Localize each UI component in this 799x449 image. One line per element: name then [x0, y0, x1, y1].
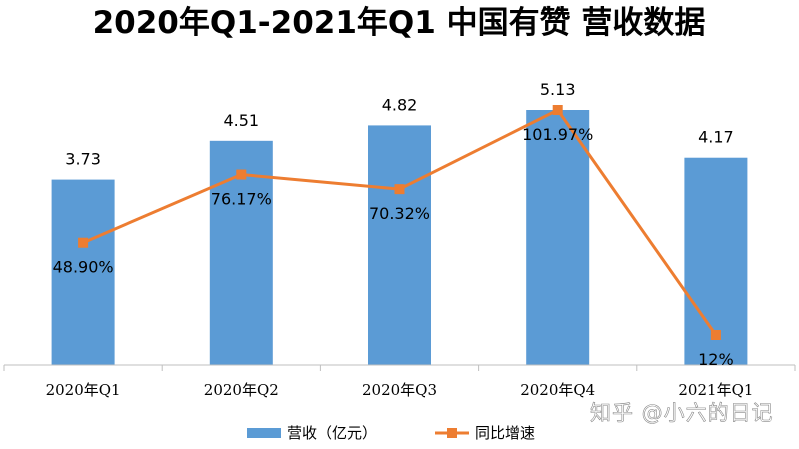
data-labels: 3.73 4.51 4.82 5.13 4.17 48.90% 76.17% 70.32% 10…: [53, 80, 734, 369]
x-tick-label: 2020年Q3: [362, 381, 437, 399]
bar-value-label: 3.73: [65, 150, 101, 169]
x-tick-label: 2020年Q4: [520, 381, 595, 399]
legend-label-revenue: 营收（亿元）: [287, 424, 377, 442]
x-tick-label: 2020年Q1: [46, 381, 121, 399]
legend: 营收（亿元） 同比增速: [247, 424, 535, 442]
growth-marker-1: [78, 237, 89, 248]
bar-4: [526, 110, 590, 365]
growth-marker-5: [710, 330, 721, 340]
x-tick-label: 2021年Q1: [678, 381, 753, 399]
growth-value-label: 48.90%: [53, 258, 114, 277]
growth-line-series: [78, 105, 721, 340]
bar-3: [368, 125, 431, 365]
legend-label-growth: 同比增速: [475, 424, 535, 442]
growth-value-label: 12%: [698, 350, 734, 369]
growth-marker-3: [394, 184, 405, 195]
watermark: 知乎 @小六的日记: [590, 401, 774, 425]
growth-value-label: 70.32%: [369, 204, 430, 223]
bar-value-label: 4.17: [698, 128, 734, 147]
bar-value-label: 4.51: [223, 111, 259, 130]
growth-marker-2: [236, 169, 247, 180]
legend-swatch-growth-marker: [447, 428, 457, 438]
x-axis: 2020年Q1 2020年Q2 2020年Q3 2020年Q4 2021年Q1: [3, 364, 796, 399]
x-tick-label: 2020年Q2: [204, 381, 279, 399]
growth-marker-4: [552, 105, 563, 115]
bar-series: [51, 110, 748, 365]
growth-value-label: 76.17%: [211, 190, 272, 209]
chart-title: 2020年Q1-2021年Q1 中国有赞 营收数据: [93, 5, 706, 41]
bar-1: [51, 179, 115, 365]
bar-value-label: 4.82: [382, 95, 418, 114]
growth-value-label: 101.97%: [522, 125, 593, 144]
bar-value-label: 5.13: [540, 80, 576, 99]
legend-swatch-revenue: [247, 428, 281, 438]
